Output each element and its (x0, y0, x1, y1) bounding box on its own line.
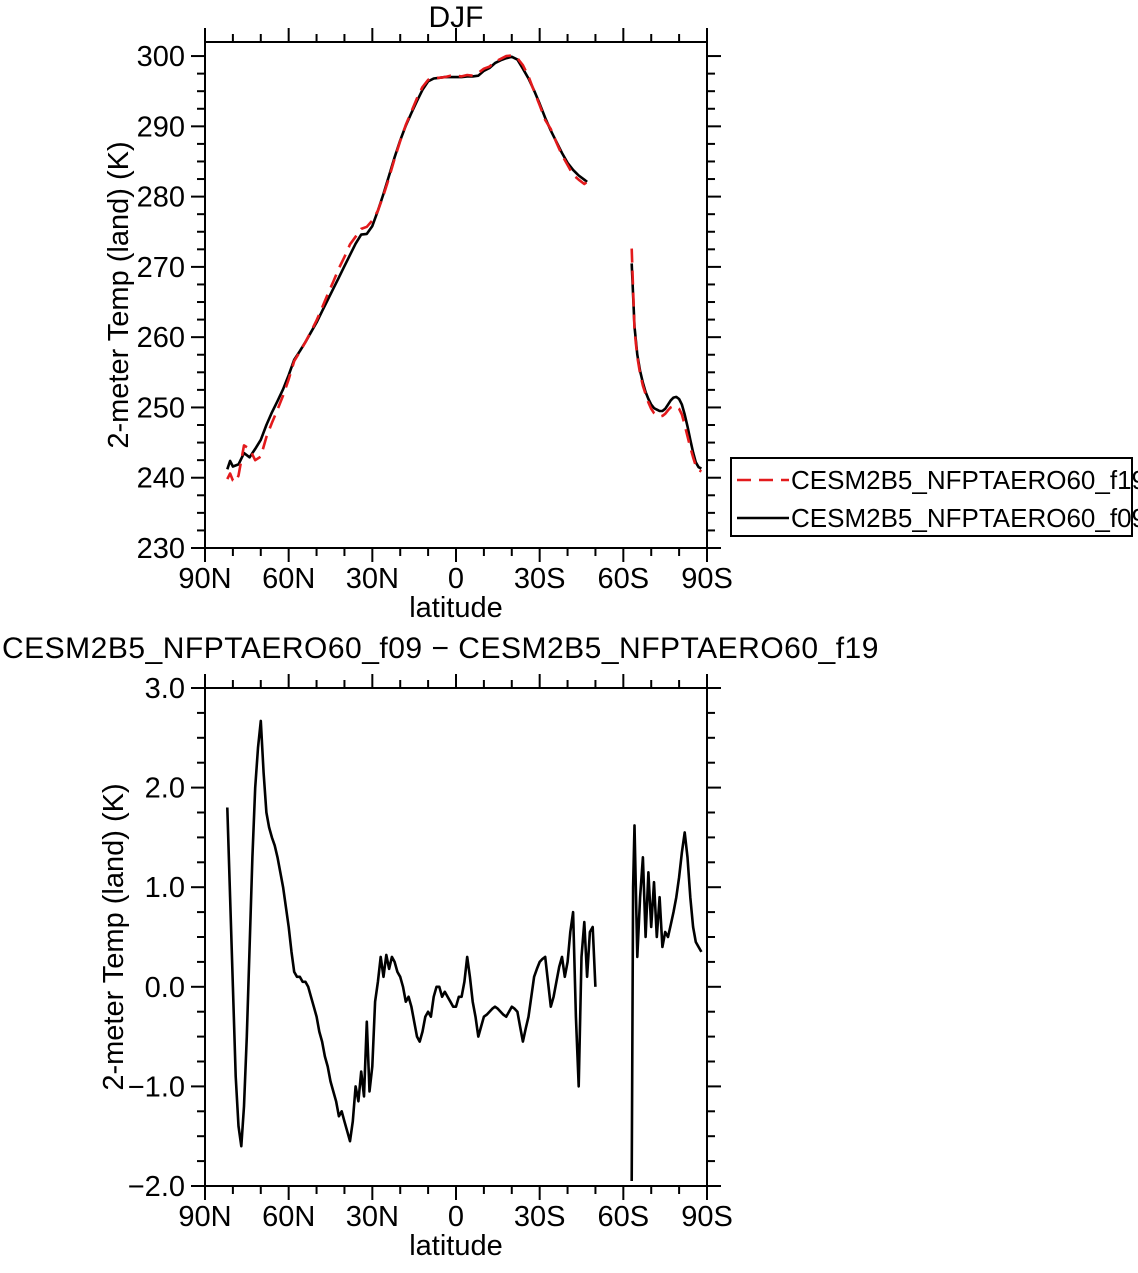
top-chart-title: DJF (429, 1, 484, 34)
legend: CESM2B5_NFPTAERO60_f19 CESM2B5_NFPTAERO6… (730, 457, 1138, 537)
y-tick-label: 2.0 (145, 773, 185, 805)
y-tick-label: 240 (137, 463, 185, 495)
series-line (226, 54, 588, 484)
x-tick-label: 30N (346, 563, 399, 595)
y-tick-label: 280 (137, 182, 185, 214)
top-chart-xlabel: latitude (409, 592, 503, 624)
x-tick-label: 90N (178, 1201, 231, 1233)
top-chart-ylabel: 2-meter Temp (land) (K) (103, 141, 135, 448)
y-tick-label: 300 (137, 41, 185, 73)
legend-box (730, 457, 1133, 537)
plot-frame (204, 687, 708, 1187)
x-tick-label: 30S (514, 1201, 566, 1233)
y-tick-label: 230 (137, 533, 185, 565)
bottom-difference-chart: 90N 60N 30N 0 30S 60S 90S 3.0 2.0 1.0 0.0 −1.0 −2.0 (128, 673, 733, 1233)
x-tick-label: 90N (178, 563, 231, 595)
x-tick-label: 60N (262, 1201, 315, 1233)
series-line (630, 263, 702, 470)
x-tick-label: 90S (681, 1201, 733, 1233)
plot-frame (204, 41, 708, 549)
x-tick-label: 30S (514, 563, 566, 595)
x-tick-label: 60S (598, 563, 650, 595)
x-tick-label: 90S (681, 563, 733, 595)
y-tick-label: 0.0 (145, 972, 185, 1004)
legend-label-f09: CESM2B5_NFPTAERO60_f09 (791, 503, 1138, 533)
x-tick-label: 60N (262, 563, 315, 595)
y-tick-label: 290 (137, 111, 185, 143)
bottom-chart-xlabel: latitude (409, 1230, 503, 1262)
series-line (630, 248, 702, 473)
series-line (226, 719, 597, 1148)
x-tick-label: 30N (346, 1201, 399, 1233)
y-tick-label: −1.0 (128, 1071, 185, 1103)
top-temperature-chart: 90N 60N 30N 0 30S 60S 90S 230 240 250 260 270 280 290… (137, 28, 733, 595)
x-tick-label: 0 (448, 1201, 464, 1233)
y-tick-label: 1.0 (145, 872, 185, 904)
bottom-chart-title: CESM2B5_NFPTAERO60_f09 − CESM2B5_NFPTAER… (2, 632, 879, 665)
series-line (630, 824, 703, 1182)
y-tick-label: 270 (137, 252, 185, 284)
legend-label-f19: CESM2B5_NFPTAERO60_f19 (791, 465, 1138, 495)
y-tick-label: 260 (137, 322, 185, 354)
y-tick-label: 3.0 (145, 673, 185, 705)
x-tick-label: 60S (598, 1201, 650, 1233)
y-tick-label: 250 (137, 392, 185, 424)
bottom-chart-ylabel: 2-meter Temp (land) (K) (98, 783, 130, 1090)
y-tick-label: −2.0 (128, 1171, 185, 1203)
x-tick-label: 0 (448, 563, 464, 595)
